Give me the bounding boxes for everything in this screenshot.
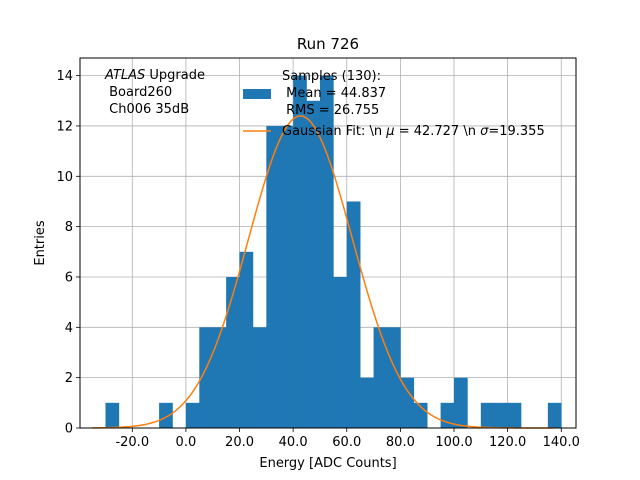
histogram-bar: [226, 276, 240, 428]
gaussian-fit-curve: [92, 115, 554, 429]
y-axis-label: Entries: [33, 220, 48, 266]
x-tick-label: 80.0: [386, 435, 415, 450]
legend: Samples (130): Mean = 44.837 RMS = 26.75…: [243, 69, 545, 139]
histogram-bar: [454, 377, 468, 428]
histogram-bar: [239, 251, 254, 428]
x-axis-ticks: -20.0 0.0 20.0 40.0 60.0 80.0 100.0 120.0 140.0: [115, 428, 580, 450]
histogram-bar: [306, 100, 321, 428]
x-axis-label: Energy [ADC Counts]: [259, 456, 396, 471]
legend-fit-sigma: σ: [480, 124, 489, 139]
legend-fit-prefix: Gaussian Fit: \n: [282, 124, 386, 139]
histogram-bar: [547, 402, 562, 428]
x-tick-label: -20.0: [115, 435, 149, 450]
y-tick-label: 2: [65, 371, 73, 386]
y-tick-label: 0: [65, 422, 73, 437]
histogram-bar: [199, 327, 214, 428]
histogram-bar: [386, 327, 401, 428]
x-tick-label: 20.0: [225, 435, 254, 450]
annotation-line-1: ATLAS Upgrade: [104, 68, 205, 83]
annotation-line-3: Ch006 35dB: [105, 102, 189, 117]
annotation-line-2: Board260: [105, 85, 172, 100]
plot-frame: [79, 57, 577, 429]
legend-hist-line-1: Samples (130):: [282, 69, 381, 84]
histogram-bar: [252, 327, 267, 428]
x-tick-label: 140.0: [543, 435, 580, 450]
histogram-bar: [507, 402, 522, 428]
x-tick-label: 60.0: [332, 435, 361, 450]
x-tick-label: 40.0: [279, 435, 308, 450]
y-tick-label: 4: [65, 321, 73, 336]
histogram-bar: [266, 125, 281, 429]
legend-fit-mid: = 42.727 \n: [395, 124, 481, 139]
histogram-bar: [159, 402, 173, 428]
y-tick-label: 8: [65, 220, 73, 235]
legend-fit-mu: μ: [385, 124, 394, 139]
histogram-bar: [373, 327, 388, 428]
histogram-bar: [346, 201, 361, 428]
legend-histogram-swatch: [243, 89, 271, 99]
legend-hist-line-2: Mean = 44.837: [282, 86, 386, 101]
histogram-bar: [293, 75, 307, 428]
legend-fit-suffix: =19.355: [488, 124, 544, 139]
histogram-bar: [212, 327, 227, 428]
x-tick-label: 0.0: [176, 435, 197, 450]
histogram-bar: [105, 402, 120, 428]
y-tick-label: 10: [56, 170, 73, 185]
histogram-bar: [480, 402, 495, 428]
histogram-bar: [333, 276, 348, 428]
legend-hist-line-3: RMS = 26.755: [282, 103, 379, 118]
annotation-atlas: ATLAS: [104, 68, 145, 83]
y-axis-ticks: 0 2 4 6 8 10 12 14: [56, 69, 80, 437]
legend-fit-label: Gaussian Fit: \n μ = 42.727 \n σ=19.355: [282, 124, 545, 139]
histogram-bar: [279, 125, 294, 429]
histogram-bar: [360, 377, 374, 428]
x-tick-label: 100.0: [435, 435, 472, 450]
annotation-upgrade: Upgrade: [145, 68, 205, 83]
y-tick-label: 12: [56, 119, 73, 134]
x-tick-label: 120.0: [489, 435, 526, 450]
y-tick-label: 6: [65, 270, 73, 285]
atlas-annotation: ATLAS Upgrade Board260 Ch006 35dB: [104, 68, 205, 117]
histogram-bar: [494, 402, 508, 428]
y-tick-label: 14: [56, 69, 73, 84]
histogram-bar: [185, 402, 200, 428]
chart-title: Run 726: [297, 35, 359, 53]
histogram-bar: [400, 377, 415, 428]
